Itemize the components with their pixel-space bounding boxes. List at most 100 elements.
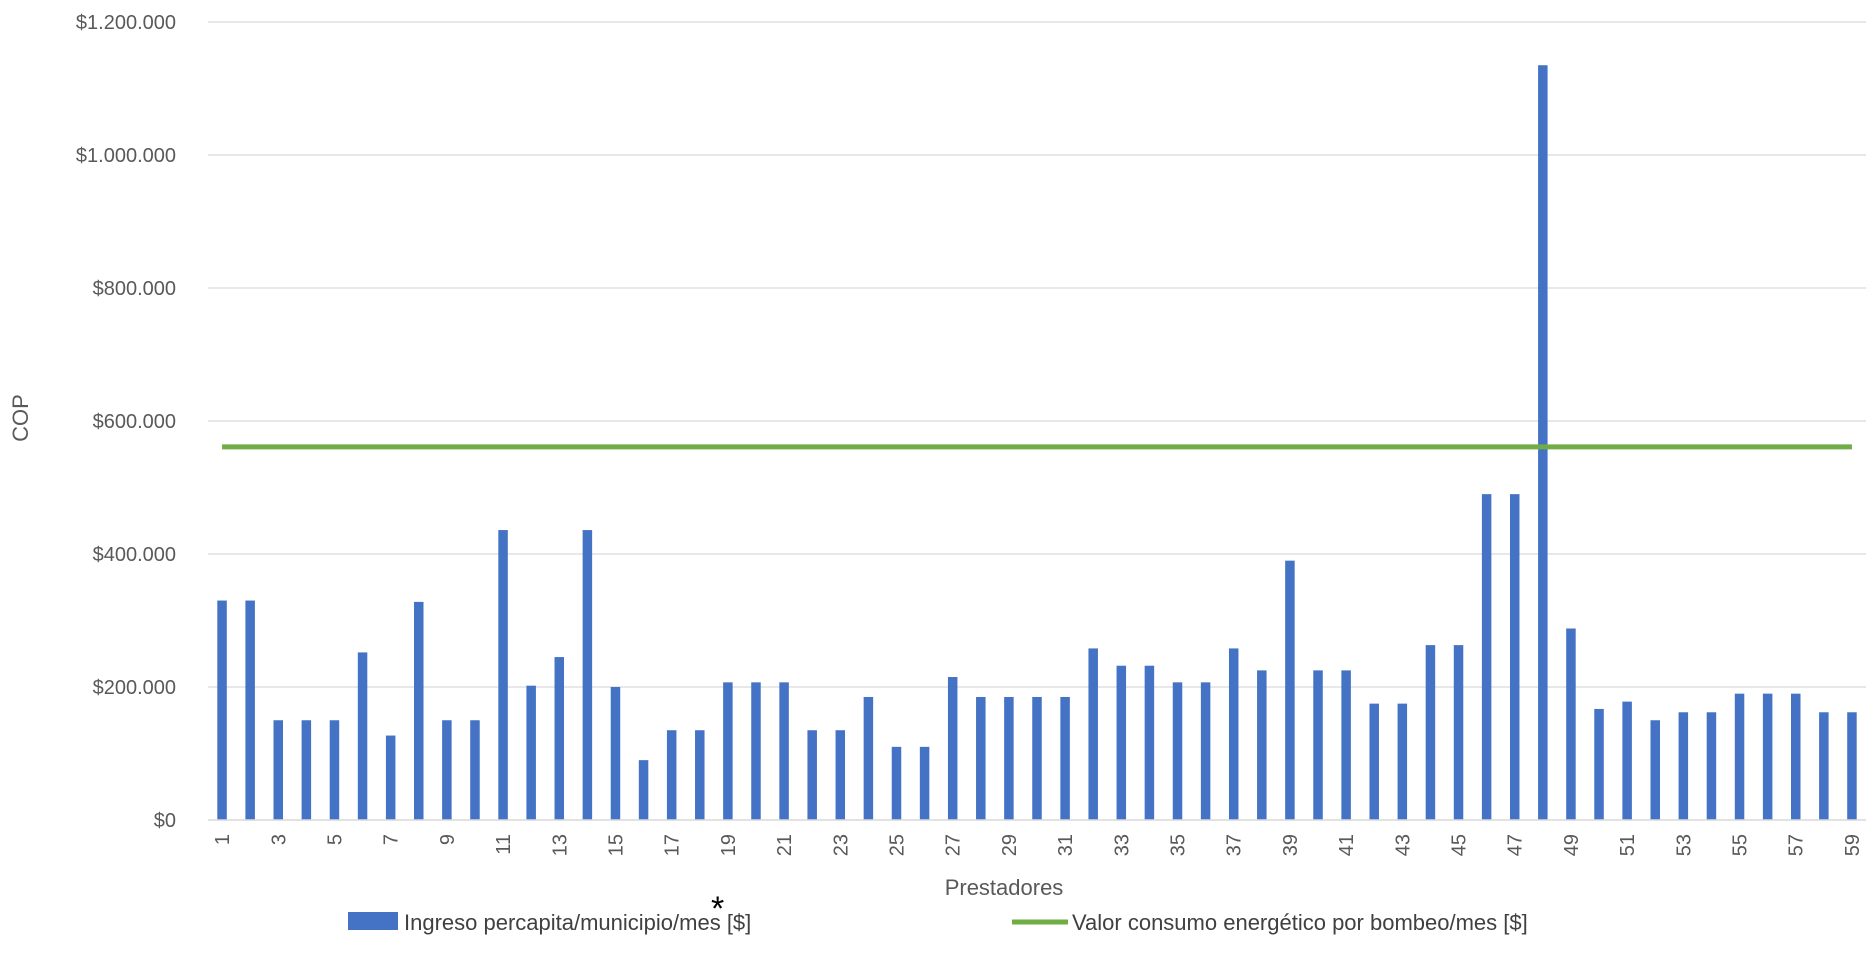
bar xyxy=(1481,494,1492,820)
y-tick-label: $0 xyxy=(154,810,176,832)
y-tick-label: $1.000.000 xyxy=(76,145,176,167)
bar xyxy=(217,600,227,820)
bar xyxy=(976,696,986,820)
bar xyxy=(385,735,396,820)
x-tick-label: 33 xyxy=(1111,834,1133,856)
bar xyxy=(1650,720,1660,820)
y-tick-label: $800.000 xyxy=(93,278,176,300)
bar xyxy=(1734,693,1745,820)
legend-label-consumo: Valor consumo energético por bombeo/mes … xyxy=(1072,910,1528,935)
bar xyxy=(1762,693,1773,820)
legend-label-ingreso: Ingreso percapita/municipio/mes [$] xyxy=(404,910,751,935)
bar xyxy=(1285,560,1295,820)
x-tick-label: 13 xyxy=(549,834,571,856)
x-tick-label: 43 xyxy=(1392,834,1414,856)
bar xyxy=(1144,665,1155,820)
bar xyxy=(1088,648,1098,820)
x-tick-label: 51 xyxy=(1617,834,1639,856)
bar xyxy=(1819,712,1829,820)
x-tick-label: 29 xyxy=(999,834,1021,856)
bar xyxy=(807,730,817,820)
bar xyxy=(470,720,480,820)
legend-swatch-bar xyxy=(348,912,398,930)
x-tick-label: 47 xyxy=(1505,834,1527,856)
x-tick-label: 1 xyxy=(212,834,234,845)
bar xyxy=(1116,665,1127,820)
x-tick-label: 19 xyxy=(718,834,740,856)
bar xyxy=(666,730,677,820)
bar xyxy=(919,746,930,820)
bar xyxy=(751,682,761,820)
bar xyxy=(357,652,368,820)
bar xyxy=(1425,645,1436,820)
x-tick-label: 7 xyxy=(381,834,403,845)
x-tick-label: 53 xyxy=(1673,834,1695,856)
bar xyxy=(1847,712,1857,820)
bar xyxy=(1257,670,1267,820)
x-tick-label: 9 xyxy=(437,834,459,845)
x-tick-label: 57 xyxy=(1786,834,1808,856)
x-tick-label: 3 xyxy=(268,834,290,845)
x-tick-label: 37 xyxy=(1224,834,1246,856)
bar xyxy=(947,677,958,820)
bar xyxy=(245,600,255,820)
bar xyxy=(1397,703,1408,820)
bar xyxy=(1538,65,1548,821)
x-axis-tick-labels: 1 3 5 7 9 11 13 15 17 19 21 23 25 27 29 31 33 35 37 39 41 43 4… xyxy=(212,834,1864,856)
bar xyxy=(638,760,649,820)
y-tick-label: $1.200.000 xyxy=(76,12,176,34)
bar xyxy=(1706,712,1717,820)
bar xyxy=(1678,712,1689,820)
bar xyxy=(414,601,424,820)
bar xyxy=(1622,701,1632,820)
bar xyxy=(498,530,508,820)
x-tick-label: 39 xyxy=(1280,834,1302,856)
bar xyxy=(723,682,733,820)
x-tick-label: 35 xyxy=(1168,834,1190,856)
bar xyxy=(1032,696,1042,820)
x-tick-label: 41 xyxy=(1336,834,1358,856)
annotation-asterisk: * xyxy=(711,890,724,928)
x-axis-title: Prestadores xyxy=(945,875,1064,900)
bars-series-ingreso xyxy=(217,65,1857,821)
y-tick-label: $400.000 xyxy=(93,544,176,566)
x-tick-label: 21 xyxy=(774,834,796,856)
legend: Ingreso percapita/municipio/mes [$] Valo… xyxy=(348,890,1528,935)
bar xyxy=(779,682,789,820)
gridlines xyxy=(208,21,1866,688)
bar xyxy=(610,687,621,820)
bar xyxy=(1453,645,1464,820)
bar xyxy=(1566,628,1576,820)
x-tick-label: 45 xyxy=(1449,834,1471,856)
x-tick-label: 17 xyxy=(662,834,684,856)
x-tick-label: 11 xyxy=(493,834,515,855)
bar xyxy=(526,685,536,820)
y-tick-label: $200.000 xyxy=(93,677,176,699)
x-tick-label: 59 xyxy=(1842,834,1864,856)
bar xyxy=(1004,696,1014,820)
bar xyxy=(329,720,340,820)
x-tick-label: 23 xyxy=(830,834,852,856)
x-tick-label: 5 xyxy=(324,834,346,845)
bar xyxy=(1228,648,1239,820)
x-tick-label: 31 xyxy=(1055,834,1077,856)
bar xyxy=(1341,670,1351,820)
bar xyxy=(1172,682,1183,820)
bar xyxy=(1509,494,1520,820)
y-axis-title: COP xyxy=(8,394,33,442)
bar xyxy=(1200,682,1211,820)
x-tick-label: 15 xyxy=(605,834,627,856)
bar xyxy=(863,696,874,820)
bar xyxy=(835,730,846,820)
bar xyxy=(695,730,705,820)
bar xyxy=(301,720,312,820)
y-tick-label: $600.000 xyxy=(93,411,176,433)
x-tick-label: 27 xyxy=(943,834,965,856)
bar xyxy=(891,746,902,820)
bar xyxy=(554,657,565,820)
x-tick-label: 25 xyxy=(886,834,908,856)
bar xyxy=(1369,703,1379,820)
bar xyxy=(1313,670,1323,820)
bar xyxy=(1594,708,1604,820)
